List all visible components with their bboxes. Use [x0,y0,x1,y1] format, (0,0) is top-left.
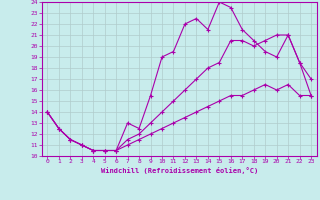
X-axis label: Windchill (Refroidissement éolien,°C): Windchill (Refroidissement éolien,°C) [100,167,258,174]
